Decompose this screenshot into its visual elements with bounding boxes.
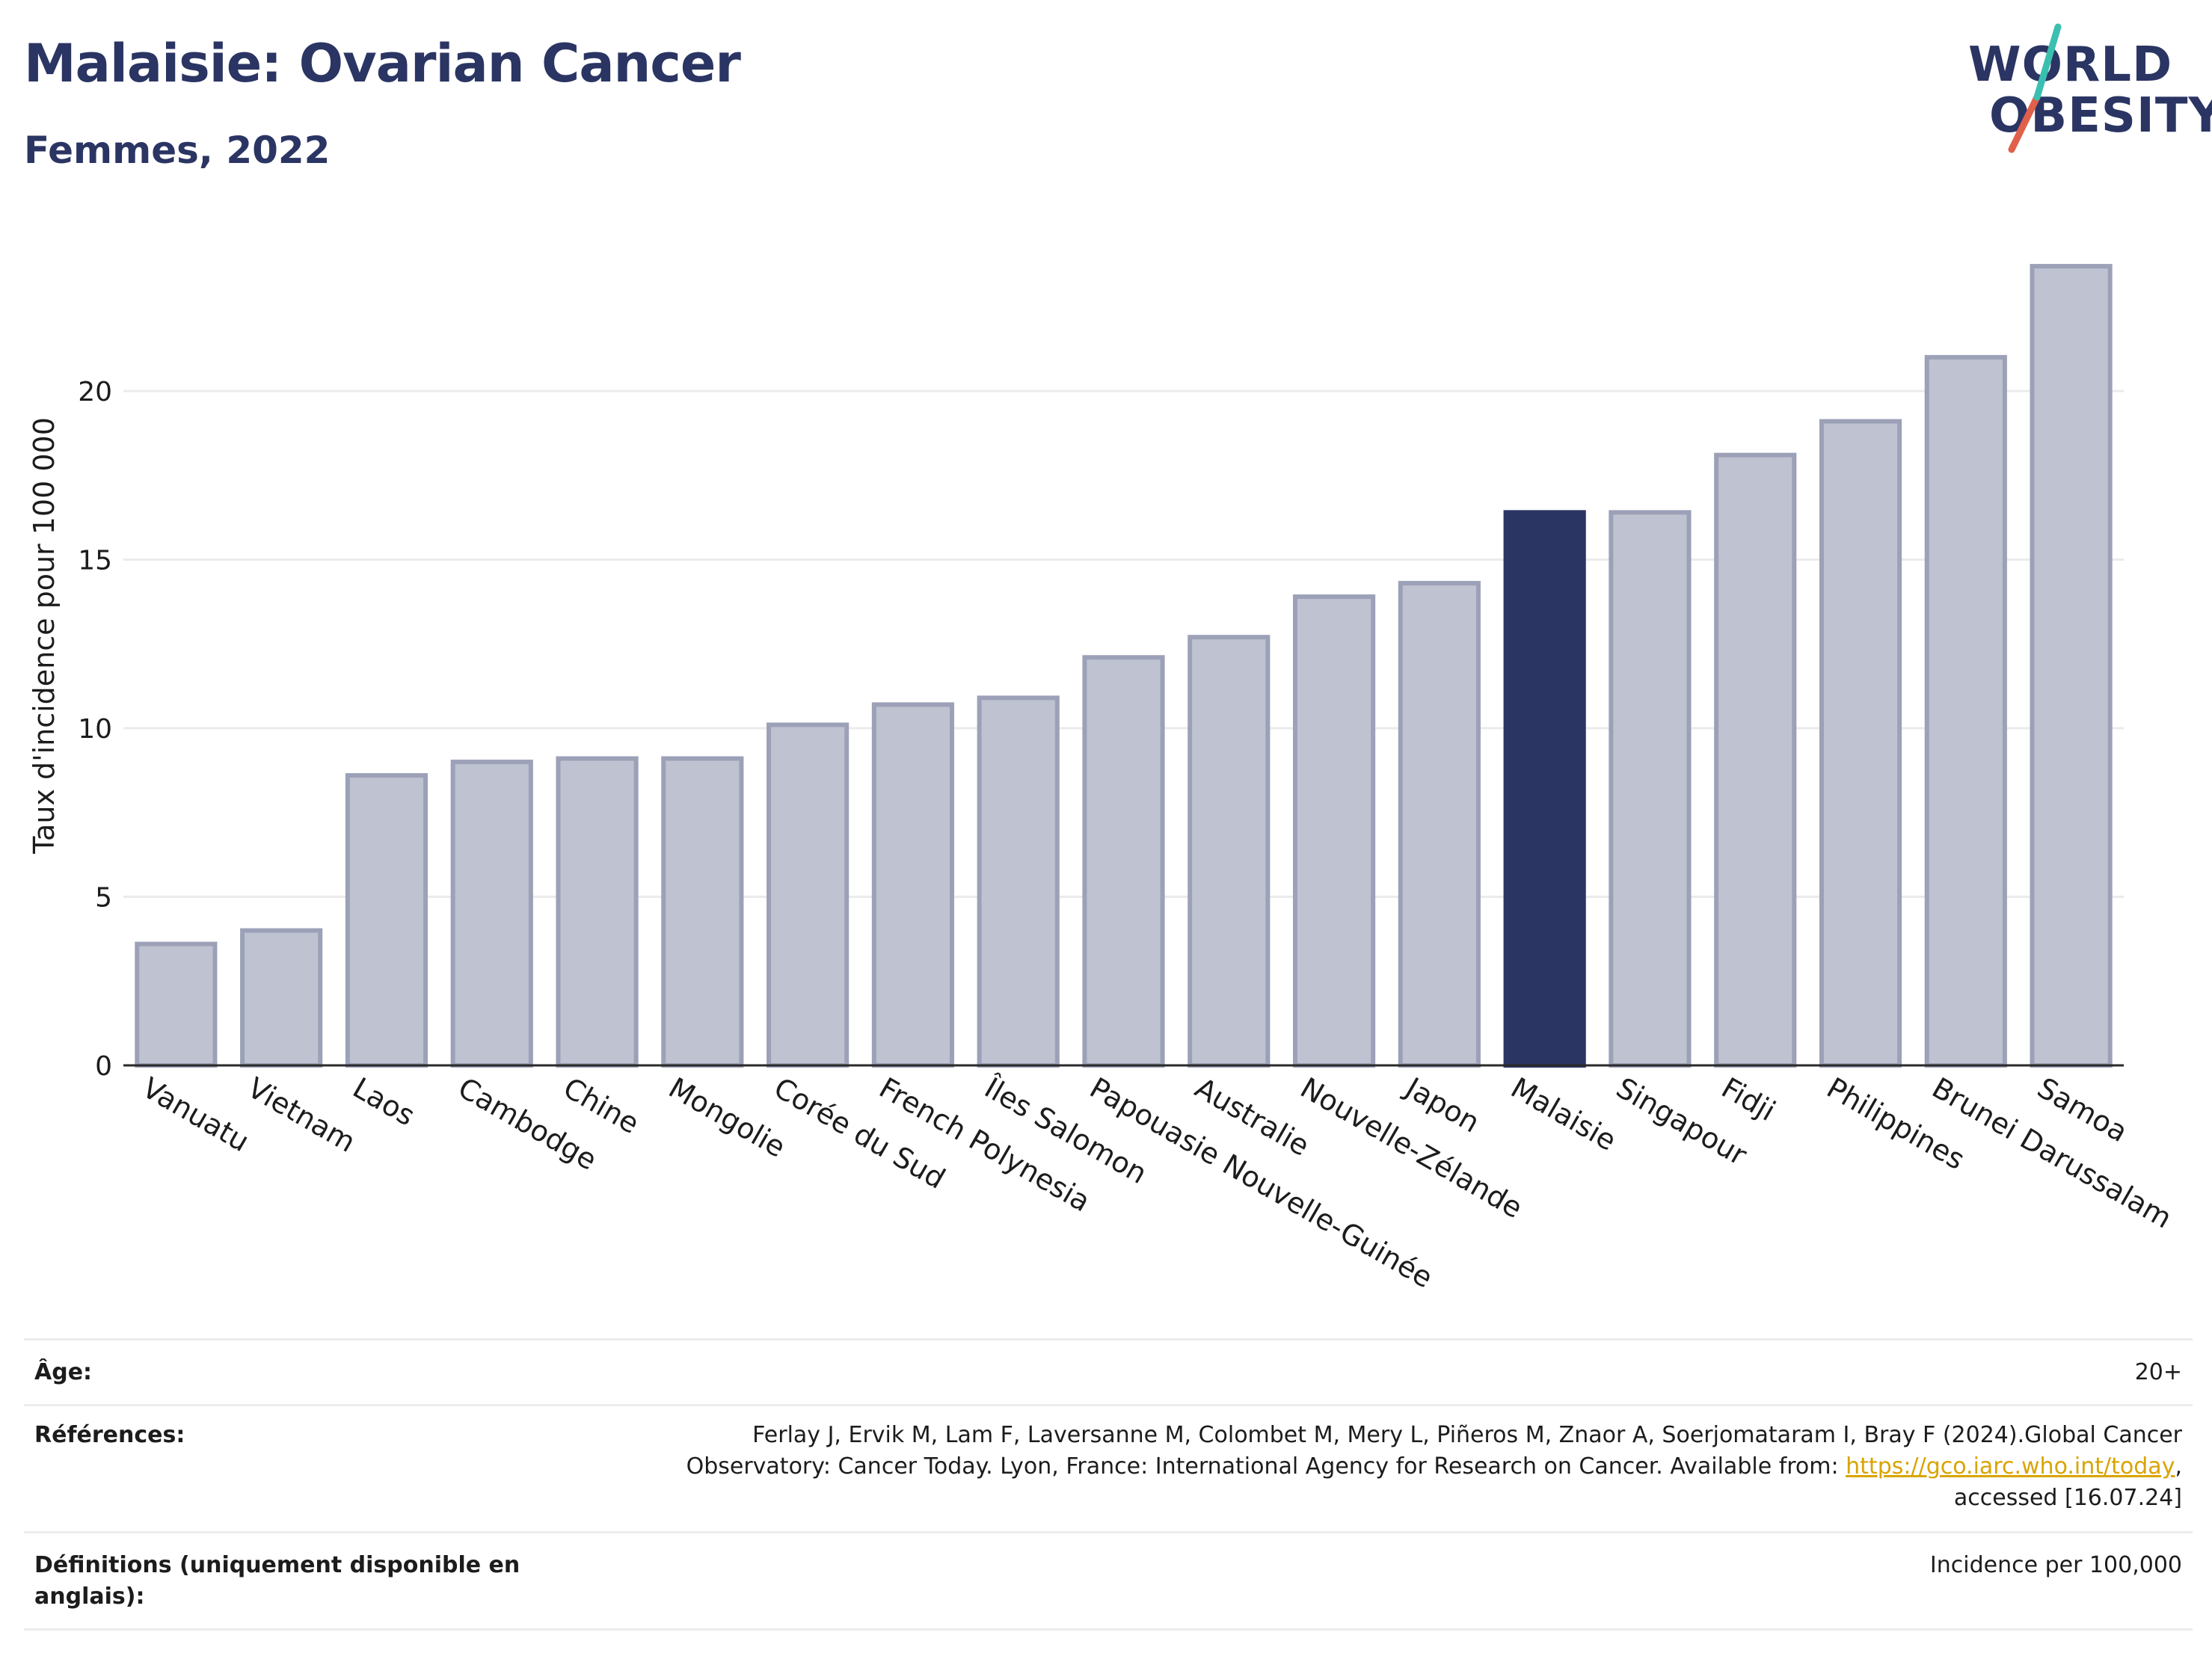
definitions-label-line-2: anglais): <box>34 1583 145 1610</box>
reference-line-1: Ferlay J, Ervik M, Lam F, Laversanne M, … <box>752 1422 2182 1448</box>
reference-line-2: Observatory: Cancer Today. Lyon, France:… <box>686 1451 2182 1483</box>
x-tick-label: Laos <box>347 1071 420 1133</box>
logo-slash-icon <box>2008 23 2062 153</box>
world-obesity-logo: WORLD OBESITY <box>1959 22 2212 157</box>
y-tick-label: 10 <box>78 714 112 745</box>
bar-chine <box>556 756 639 1068</box>
bar-cor-e-du-sud <box>766 722 850 1068</box>
bar-laos <box>345 773 428 1068</box>
x-tick-label: Vietnam <box>242 1071 361 1159</box>
bar-cambodge <box>450 760 533 1068</box>
bar-nouvelle-z-lande <box>1292 594 1376 1068</box>
definitions-label-line-1: Définitions (uniquement disponible en <box>34 1552 520 1578</box>
age-label: Âge: <box>34 1359 93 1385</box>
bar-australie <box>1188 635 1271 1068</box>
y-tick-label: 15 <box>78 545 112 576</box>
definitions-value: Incidence per 100,000 <box>1929 1552 2182 1578</box>
bar--les-salomon <box>977 695 1060 1068</box>
x-tick-label: Vanuatu <box>137 1071 255 1158</box>
bar-malaisie <box>1503 510 1586 1068</box>
bar-french-polynesia <box>871 702 955 1068</box>
x-tick-label: Mongolie <box>663 1071 791 1164</box>
bar-vietnam <box>240 928 323 1068</box>
references-label: Références: <box>34 1422 185 1448</box>
bar-samoa <box>2030 264 2113 1068</box>
bars <box>135 264 2113 1068</box>
y-tick-label: 0 <box>95 1051 112 1082</box>
definitions-label: Définitions (uniquement disponible en an… <box>34 1550 520 1613</box>
bar-fidji <box>1714 452 1797 1068</box>
references-value: Ferlay J, Ervik M, Lam F, Laversanne M, … <box>686 1420 2182 1514</box>
bar-singapour <box>1609 510 1692 1068</box>
age-value: 20+ <box>2134 1359 2182 1385</box>
reference-line-3: accessed [16.07.24] <box>1953 1485 2182 1511</box>
bar-japon <box>1398 581 1481 1068</box>
info-row-age: Âge: 20+ <box>24 1338 2193 1406</box>
page-subtitle: Femmes, 2022 <box>24 129 331 172</box>
bar-vanuatu <box>135 941 218 1068</box>
y-tick-label: 20 <box>78 377 112 407</box>
x-tick-label: Malaisie <box>1505 1071 1622 1157</box>
reference-comma: , <box>2175 1453 2182 1480</box>
bar-mongolie <box>661 756 744 1068</box>
reference-text: Observatory: Cancer Today. Lyon, France:… <box>686 1453 1846 1480</box>
y-axis-label: Taux d'incidence pour 100 000 <box>28 417 61 855</box>
page-title: Malaisie: Ovarian Cancer <box>24 33 741 94</box>
x-tick-label: Fidji <box>1716 1071 1781 1128</box>
logo-text-world: WORLD <box>1968 37 2173 93</box>
info-bottom-rule <box>24 1628 2193 1631</box>
y-tick-label: 5 <box>95 882 112 913</box>
reference-link[interactable]: https://gco.iarc.who.int/today <box>1846 1453 2175 1480</box>
bar-philippines <box>1819 419 1902 1068</box>
bar-brunei-darussalam <box>1924 354 2007 1068</box>
info-row-definitions: Définitions (uniquement disponible en an… <box>24 1531 2193 1631</box>
bar-papouasie-nouvelle-guin-e <box>1082 655 1165 1068</box>
info-row-references: Références: Ferlay J, Ervik M, Lam F, La… <box>24 1404 2193 1533</box>
